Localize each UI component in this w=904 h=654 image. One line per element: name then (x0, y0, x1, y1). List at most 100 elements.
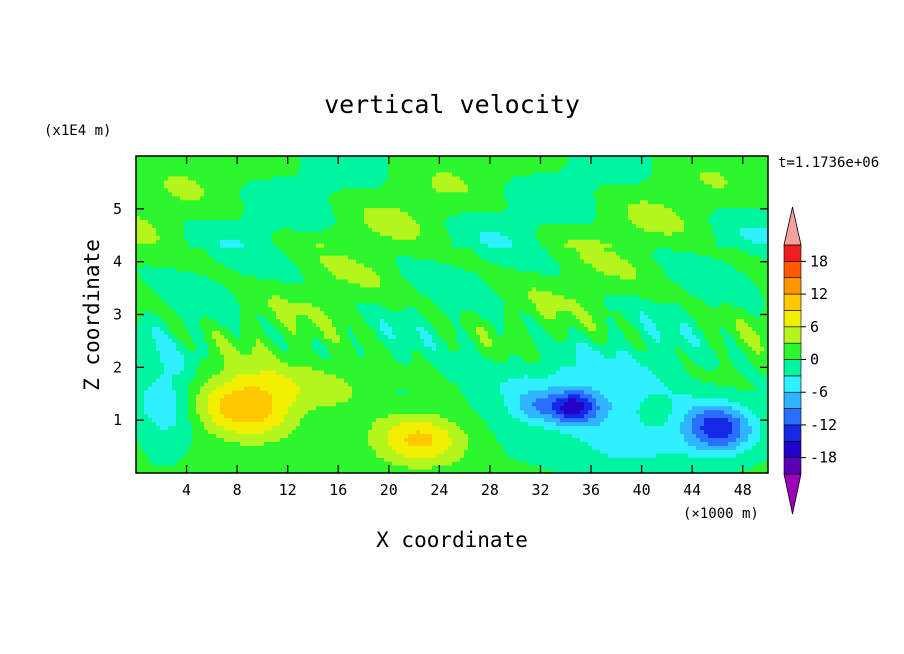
field-cell (296, 195, 301, 201)
field-cell (244, 179, 249, 185)
field-cell (136, 195, 141, 201)
field-cell (288, 243, 293, 248)
field-cell (172, 247, 177, 252)
field-cell (224, 469, 229, 473)
field-cell (308, 461, 313, 466)
field-cell (280, 429, 285, 434)
field-cell (244, 350, 249, 355)
field-cell (376, 298, 381, 304)
y-unit-label: (x1E4 m) (44, 123, 111, 139)
field-cell (160, 318, 165, 324)
field-cell (360, 425, 365, 431)
field-cell (220, 437, 225, 442)
field-cell (136, 199, 141, 205)
field-cell (140, 405, 145, 411)
field-cell (172, 354, 177, 359)
field-cell (192, 231, 197, 236)
field-cell (340, 354, 345, 359)
field-cell (200, 389, 205, 395)
field-cell (204, 286, 209, 292)
field-cell (300, 282, 305, 288)
field-cell (380, 346, 385, 351)
field-cell (152, 159, 157, 165)
field-cell (208, 227, 213, 232)
field-cell (224, 362, 229, 367)
field-cell (300, 262, 305, 268)
field-cell (144, 433, 149, 438)
field-cell (356, 338, 361, 343)
field-cell (356, 314, 361, 320)
field-cell (156, 334, 161, 339)
field-cell (356, 294, 361, 300)
field-cell (168, 251, 173, 256)
field-cell (188, 318, 193, 324)
field-cell (364, 401, 369, 407)
field-cell (240, 330, 245, 335)
field-cell (212, 191, 217, 197)
field-cell (336, 429, 341, 434)
field-cell (200, 251, 205, 256)
field-cell (164, 453, 169, 458)
field-cell (324, 211, 329, 217)
field-cell (240, 433, 245, 438)
field-cell (336, 441, 341, 446)
field-cell (292, 163, 297, 169)
field-cell (384, 362, 389, 367)
field-cell (152, 298, 157, 304)
field-cell (148, 465, 153, 470)
field-cell (244, 330, 249, 335)
field-cell (280, 282, 285, 288)
field-cell (168, 350, 173, 355)
field-cell (164, 425, 169, 431)
field-cell (140, 421, 145, 427)
field-cell (272, 255, 277, 260)
field-cell (264, 377, 269, 383)
field-cell (232, 290, 237, 296)
field-cell (220, 469, 225, 473)
field-cell (160, 401, 165, 407)
field-cell (240, 389, 245, 395)
field-cell (260, 223, 265, 228)
field-cell (260, 302, 265, 308)
field-cell (372, 199, 377, 205)
field-cell (292, 215, 297, 220)
field-cell (224, 358, 229, 363)
field-cell (272, 441, 277, 446)
field-cell (376, 310, 381, 316)
field-cell (256, 215, 261, 220)
field-cell (196, 243, 201, 248)
field-cell (324, 453, 329, 458)
field-cell (208, 306, 213, 312)
field-cell (148, 413, 153, 419)
field-cell (196, 437, 201, 442)
field-cell (220, 393, 225, 399)
field-cell (272, 461, 277, 466)
field-cell (232, 397, 237, 403)
field-cell (136, 362, 141, 367)
field-cell (256, 429, 261, 434)
field-cell (344, 346, 349, 351)
field-cell (144, 350, 149, 355)
field-cell (372, 278, 377, 284)
field-cell (164, 358, 169, 363)
field-cell (276, 223, 281, 228)
field-cell (324, 441, 329, 446)
field-cell (268, 413, 273, 419)
field-cell (188, 342, 193, 347)
field-cell (192, 413, 197, 419)
field-cell (172, 346, 177, 351)
field-cell (368, 199, 373, 205)
field-cell (360, 282, 365, 288)
field-cell (220, 362, 225, 367)
field-cell (356, 298, 361, 304)
field-cell (352, 421, 357, 427)
field-cell (152, 310, 157, 316)
field-cell (252, 441, 257, 446)
field-cell (324, 322, 329, 327)
field-cell (304, 243, 309, 248)
field-cell (360, 167, 365, 173)
field-cell (340, 318, 345, 324)
field-cell (332, 381, 337, 387)
field-cell (360, 393, 365, 399)
field-cell (200, 302, 205, 308)
